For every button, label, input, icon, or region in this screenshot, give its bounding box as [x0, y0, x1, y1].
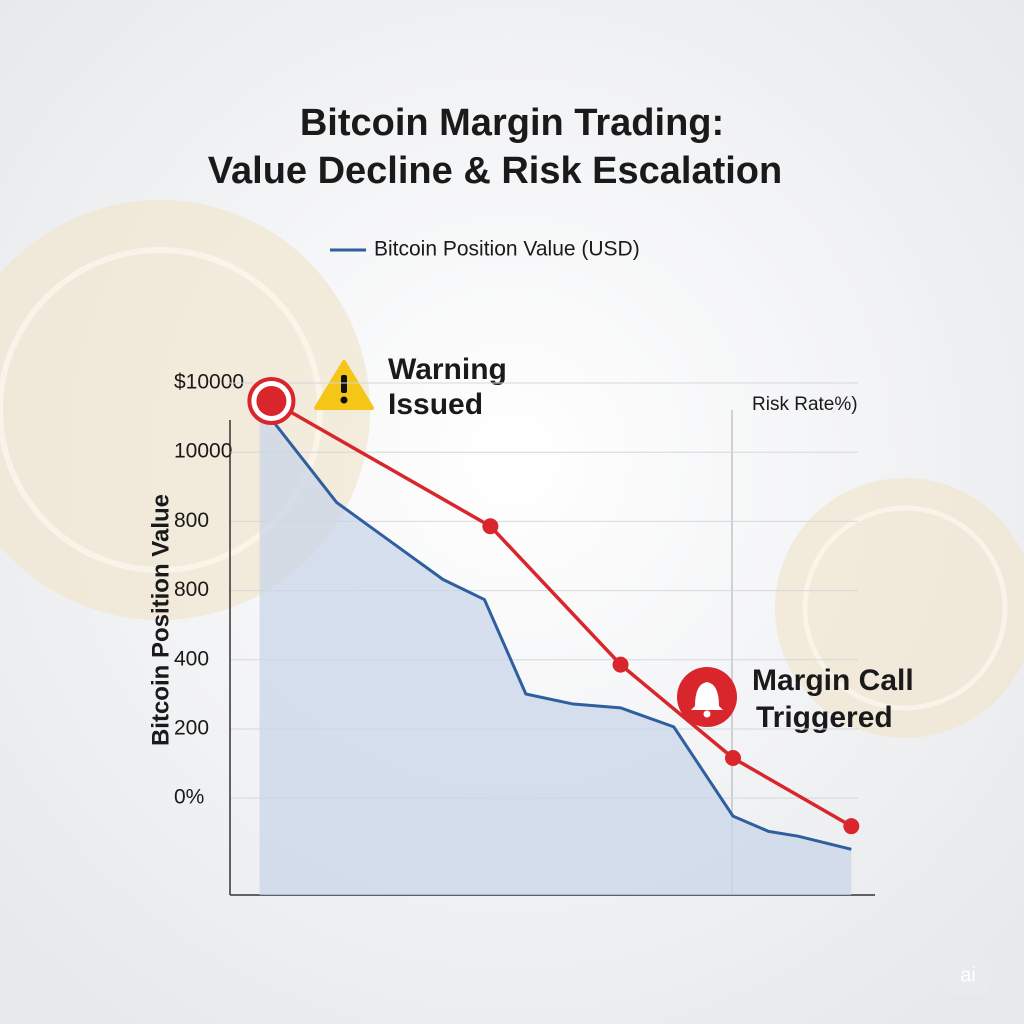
marker	[724, 750, 741, 767]
coin-decoration	[802, 505, 1008, 711]
marker	[256, 385, 287, 416]
legend-label: Bitcoin Position Value (USD)	[374, 238, 640, 261]
annotation: Triggered	[756, 701, 893, 734]
y-axis-label: Bitcoin Position Value	[147, 494, 174, 746]
warning-icon	[341, 375, 347, 393]
annotation: Issued	[388, 388, 483, 421]
y-tick-label: 0%	[174, 786, 204, 809]
coin-decoration	[775, 478, 1024, 738]
y-tick-label: 800	[174, 578, 209, 601]
chart-title: Bitcoin Margin Trading:	[300, 102, 724, 144]
annotation: Margin Call	[752, 664, 914, 697]
plot-area: $10000 10000 800 800 400 200 0%	[174, 371, 875, 896]
alarm-icon	[691, 682, 723, 710]
chart-title: Value Decline & Risk Escalation	[208, 150, 782, 192]
marker	[843, 818, 860, 835]
alarm-icon	[703, 710, 711, 718]
y-tick-label: 800	[174, 509, 209, 532]
watermark-badge	[944, 956, 992, 994]
y-tick-label: 400	[174, 647, 209, 670]
marker	[482, 518, 499, 535]
y-tick-label: $10000	[174, 371, 244, 394]
watermark: ai	[960, 964, 976, 986]
annotation: Warning	[388, 353, 507, 386]
marker	[612, 656, 629, 673]
warning-icon	[340, 396, 348, 404]
line	[258, 403, 852, 851]
y-tick-label: 200	[174, 716, 209, 739]
y-tick-label: 10000	[174, 440, 232, 463]
y2-axis-label: Risk Rate%)	[752, 394, 858, 415]
